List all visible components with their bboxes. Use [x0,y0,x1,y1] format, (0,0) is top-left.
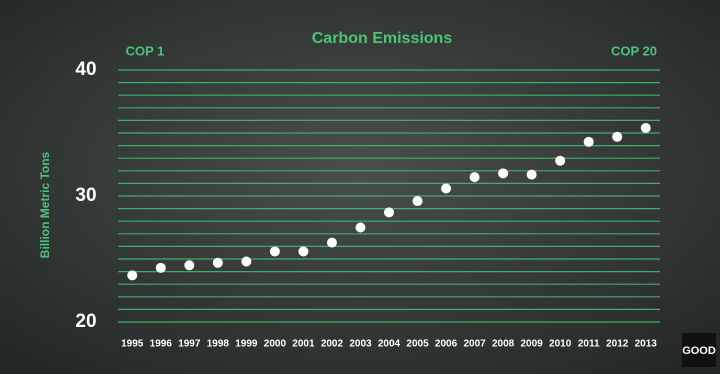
x-tick-label: 2005 [406,339,429,350]
dot [184,260,195,271]
x-tick-label: 2010 [549,339,572,350]
dot [412,196,423,207]
dot [326,237,337,248]
dot [498,168,509,179]
annotation: COP 20 [611,43,657,58]
dot [441,183,452,194]
y-axis-label: Billion Metric Tons [38,151,52,258]
x-tick-label: 2000 [264,339,287,350]
x-tick-label: 2001 [292,339,315,350]
dot [155,262,166,273]
annotation: COP 1 [126,43,165,58]
logo: GOOD [682,345,716,357]
x-tick-label: 2006 [435,339,458,350]
x-tick-label: 2008 [492,339,515,350]
dot [269,246,280,257]
x-tick-label: 2007 [463,339,486,350]
dot [583,136,594,147]
x-tick-label: 2002 [321,339,344,350]
dot [298,246,309,257]
y-tick-label: 20 [75,311,96,332]
x-tick-label: 1995 [121,339,144,350]
dot [555,155,566,166]
x-tick-label: 2012 [606,339,629,350]
x-tick-label: 2009 [521,339,544,350]
x-tick-label: 2003 [349,339,372,350]
x-tick-label: 2011 [578,339,600,350]
x-tick-label: 2004 [378,339,401,350]
dot [212,257,223,268]
dot [384,207,394,218]
chart-title: Carbon Emissions [312,30,453,47]
dot [355,222,366,233]
dot [640,122,651,133]
dot [127,270,138,281]
logo-box [682,333,716,367]
x-tick-label: 1997 [178,339,201,350]
dot [612,131,623,142]
x-tick-label: 1996 [150,339,173,350]
y-tick-label: 40 [75,59,96,80]
dot [526,169,537,180]
dot [469,172,480,183]
y-tick-label: 30 [75,185,96,206]
x-tick-label: 1999 [235,339,258,350]
dot [241,256,252,267]
x-tick-label: 2013 [635,339,658,350]
x-tick-label: 1998 [207,339,230,350]
